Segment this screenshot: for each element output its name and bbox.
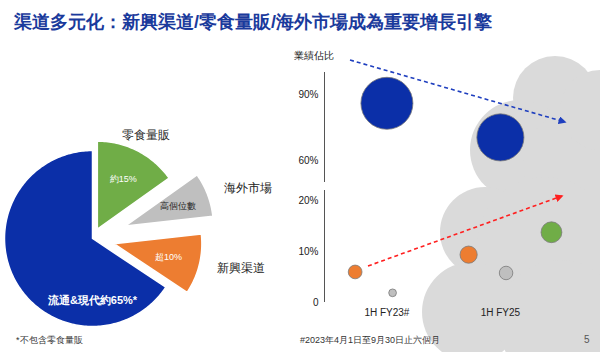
svg-text:流通&現代約65%*: 流通&現代約65%* (47, 294, 138, 306)
html-text:#2023年4月1日至9月30日止六個月: #2023年4月1日至9月30日止六個月 (300, 335, 441, 345)
svg-text:海外市場: 海外市場 (224, 181, 272, 195)
svg-text:60%: 60% (298, 155, 318, 166)
html-text:*不包含零食量販: *不包含零食量販 (16, 335, 83, 345)
svg-text:零食量販: 零食量販 (122, 128, 170, 142)
svg-text:20%: 20% (298, 195, 318, 206)
svg-text:1H FY25: 1H FY25 (481, 307, 521, 318)
svg-text:10%: 10% (298, 246, 318, 257)
svg-text:約15%: 約15% (110, 174, 137, 184)
html-text:5: 5 (584, 334, 590, 345)
svg-text:1H FY23#: 1H FY23# (364, 307, 409, 318)
svg-text:高個位數: 高個位數 (160, 201, 196, 211)
svg-text:0: 0 (313, 297, 319, 308)
svg-text:新興渠道: 新興渠道 (217, 261, 265, 275)
html-text:渠道多元化：新興渠道/零食量販/海外市場成為重要增長引擎: 渠道多元化：新興渠道/零食量販/海外市場成為重要增長引擎 (14, 12, 492, 32)
svg-text:超10%: 超10% (155, 252, 182, 262)
svg-text:90%: 90% (298, 89, 318, 100)
svg-text:業績佔比: 業績佔比 (294, 50, 334, 61)
